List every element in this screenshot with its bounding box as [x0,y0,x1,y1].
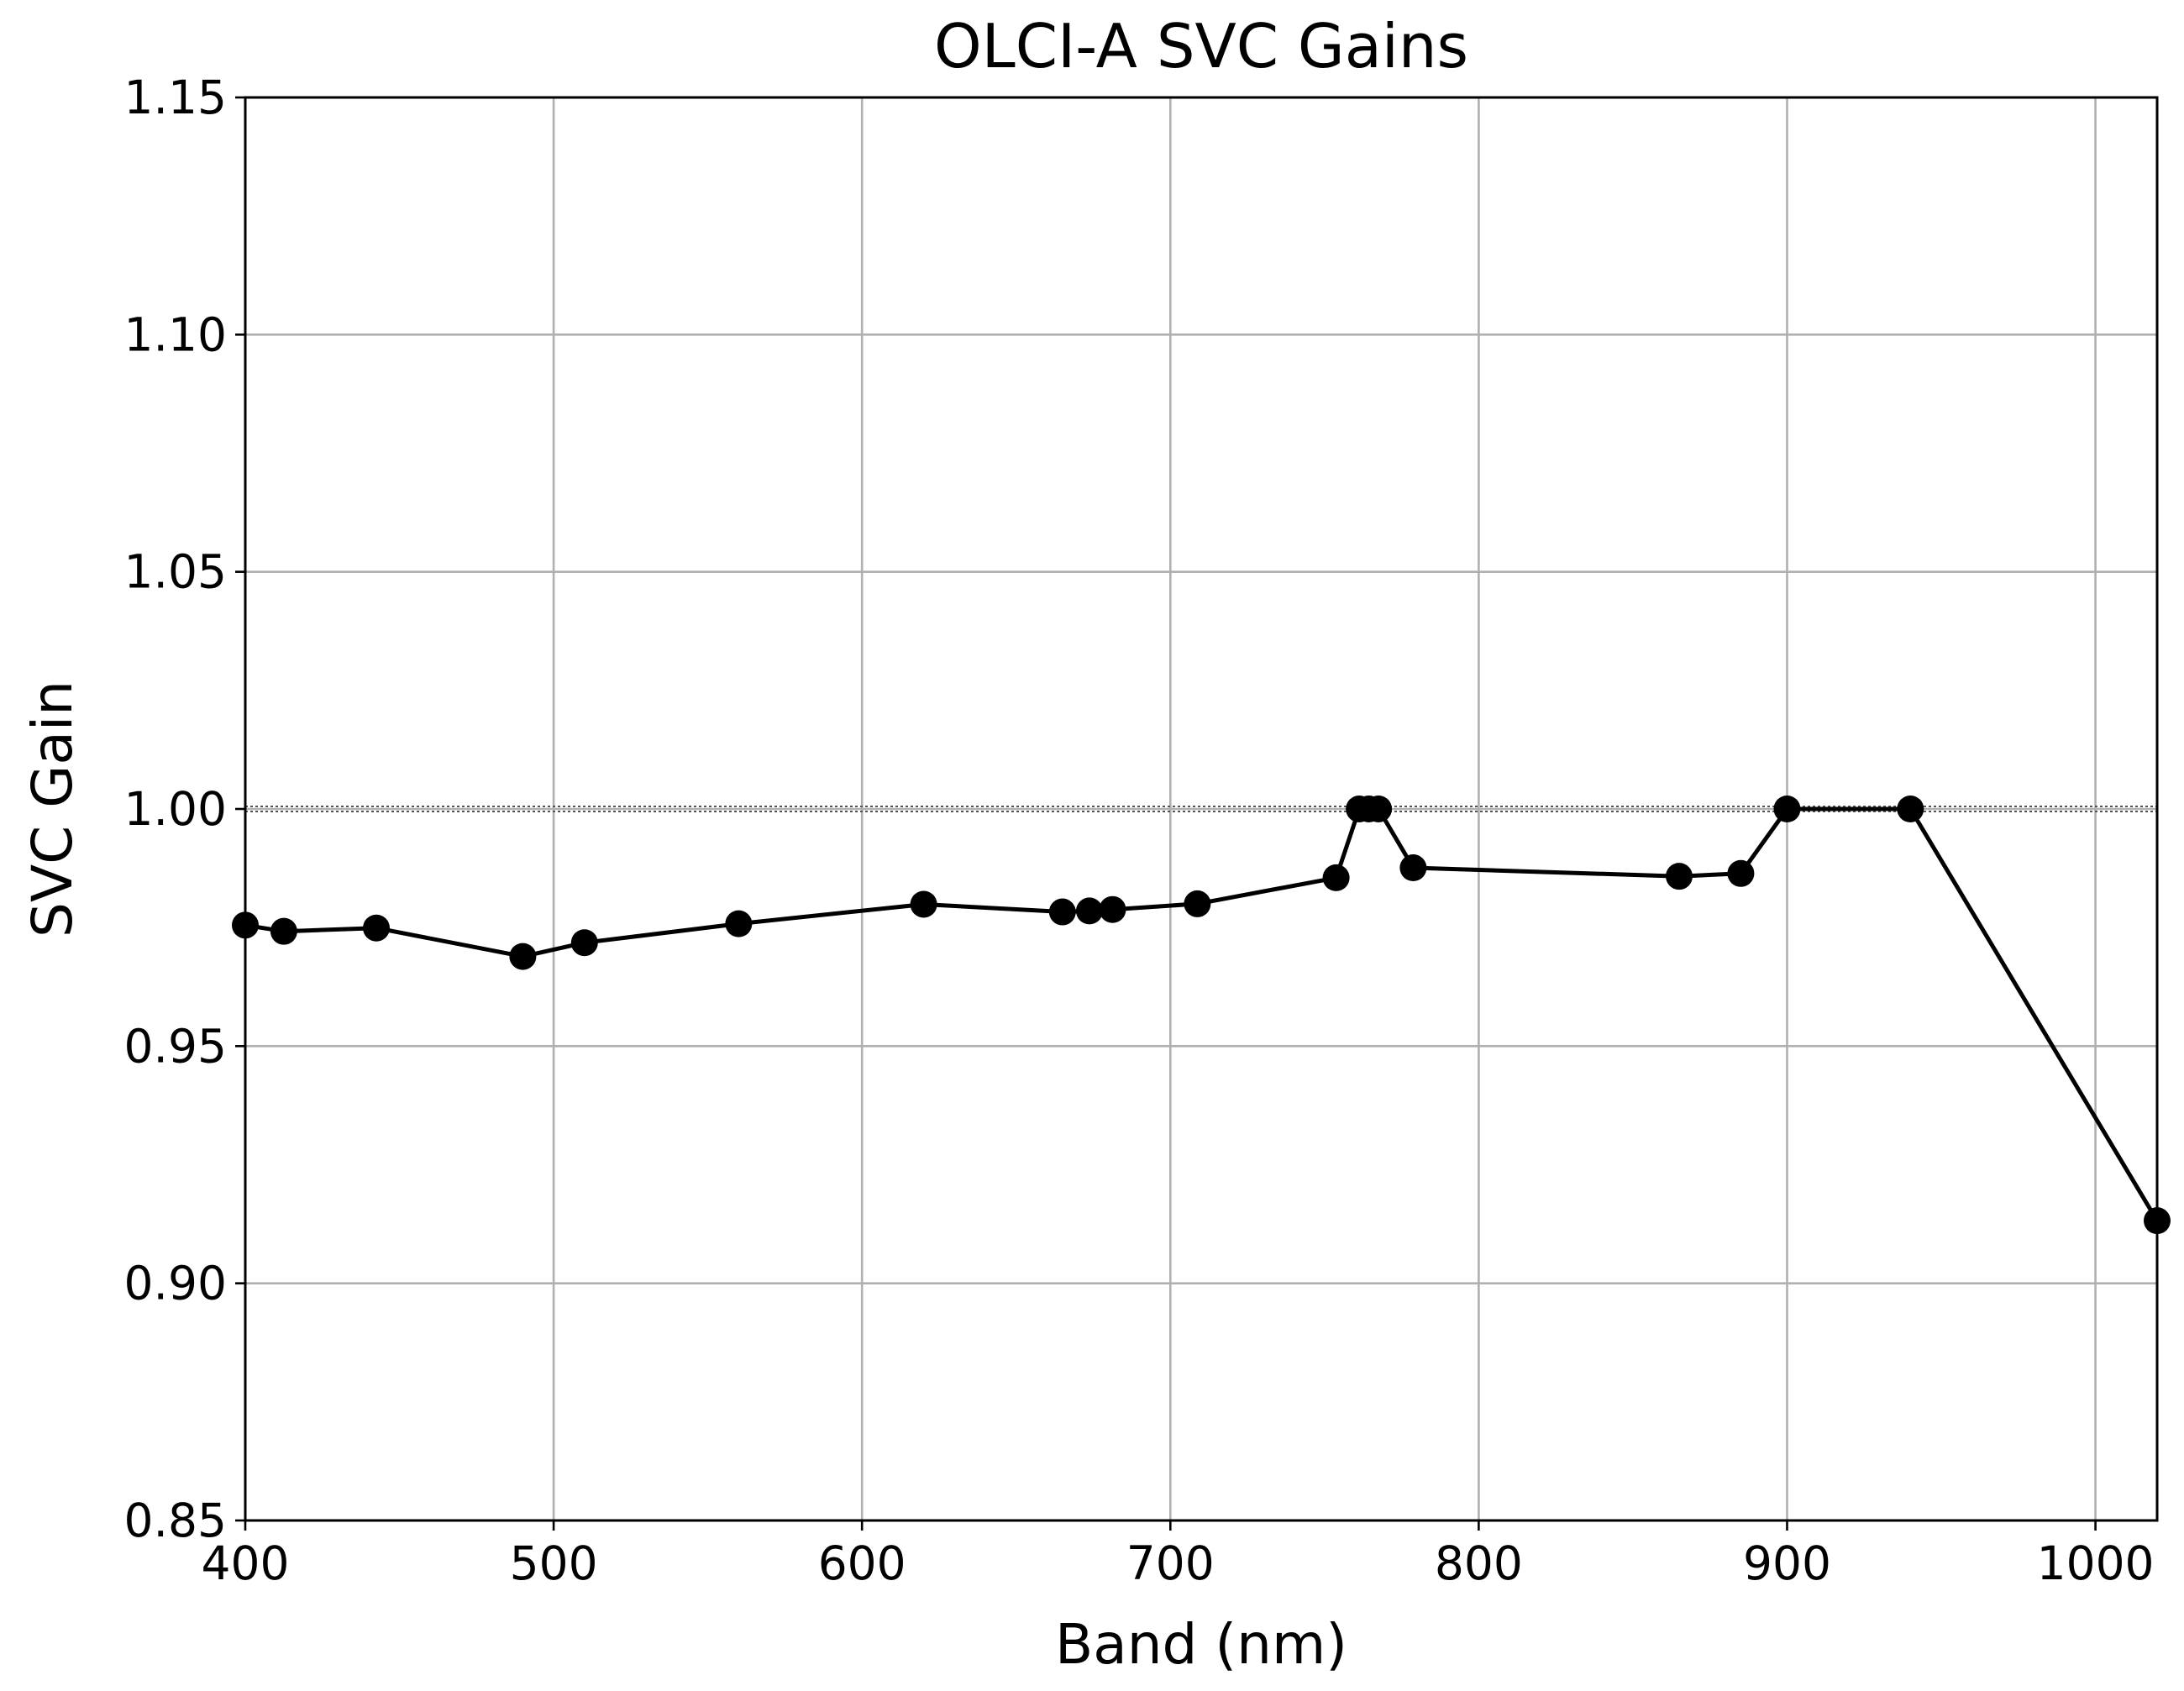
x-tick-label: 900 [1743,1536,1831,1590]
y-tick-label: 1.05 [124,545,227,599]
x-tick-label: 700 [1126,1536,1215,1590]
x-tick-label: 800 [1435,1536,1523,1590]
x-tick-label: 500 [510,1536,598,1590]
y-tick-label: 0.95 [124,1019,227,1073]
y-tick-label: 1.10 [124,307,227,361]
data-point [570,929,598,957]
y-tick-label: 1.15 [124,71,227,124]
x-tick-label: 400 [202,1536,290,1590]
data-point [1184,890,1211,917]
y-tick-label: 0.90 [124,1257,227,1310]
data-point [270,917,297,945]
data-point [1075,897,1103,925]
data-point [1322,864,1350,891]
series-layer [232,796,2171,1235]
y-tick-label: 1.00 [124,782,227,836]
x-axis-title: Band (nm) [1055,1612,1347,1677]
data-point [1666,863,1693,890]
ticks: 400 500 600 700 800 900 1000 0.85 0.90 0.95 1.00 1.… [124,71,2155,1590]
data-point [1727,859,1755,887]
data-point [725,910,753,937]
data-point [509,943,537,970]
reference-line-layer [245,806,2157,812]
data-point [910,890,937,918]
data-point [1399,854,1427,882]
x-tick-label: 1000 [2037,1536,2155,1590]
data-point [1099,895,1126,923]
data-point [1897,796,1924,822]
data-point [1048,898,1076,926]
chart-title: OLCI-A SVC Gains [934,11,1468,81]
data-point [363,914,391,942]
y-tick-label: 0.85 [124,1494,227,1547]
x-tick-label: 600 [818,1536,906,1590]
y-axis-title: SVC Gain [20,680,85,937]
data-point [1773,796,1801,822]
data-point [1365,796,1393,822]
